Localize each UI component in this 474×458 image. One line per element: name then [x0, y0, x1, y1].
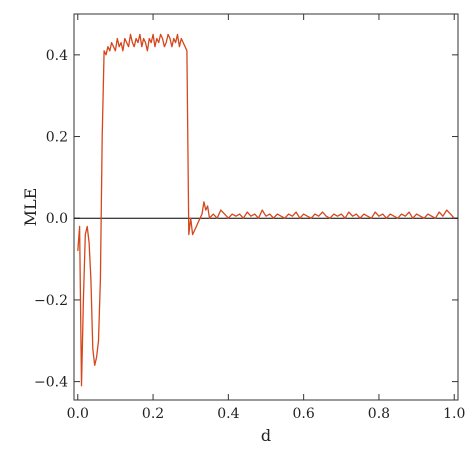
- mle-series-line: [77, 33, 455, 387]
- y-axis-ticks: 0.4 0.2 0.0 −0.2 −0.4: [34, 48, 458, 391]
- y-tick-label: 0.0: [46, 211, 68, 227]
- x-axis-title: d: [261, 426, 271, 445]
- x-tick-label: 0.2: [142, 406, 164, 422]
- x-tick-label: 0.6: [293, 406, 315, 422]
- y-tick-label: 0.2: [46, 130, 68, 146]
- y-tick-label: 0.4: [46, 48, 68, 64]
- y-axis-title: MLE: [21, 188, 40, 227]
- y-tick-label: −0.2: [34, 293, 68, 309]
- x-tick-label: 0.8: [368, 406, 390, 422]
- x-tick-label: 0.4: [217, 406, 239, 422]
- plot-frame: [73, 13, 459, 401]
- x-axis-ticks: 0.0 0.2 0.4 0.6 0.8 1.0: [67, 14, 465, 422]
- x-tick-label: 0.0: [67, 406, 89, 422]
- x-tick-label: 1.0: [443, 406, 465, 422]
- y-tick-label: −0.4: [34, 375, 68, 391]
